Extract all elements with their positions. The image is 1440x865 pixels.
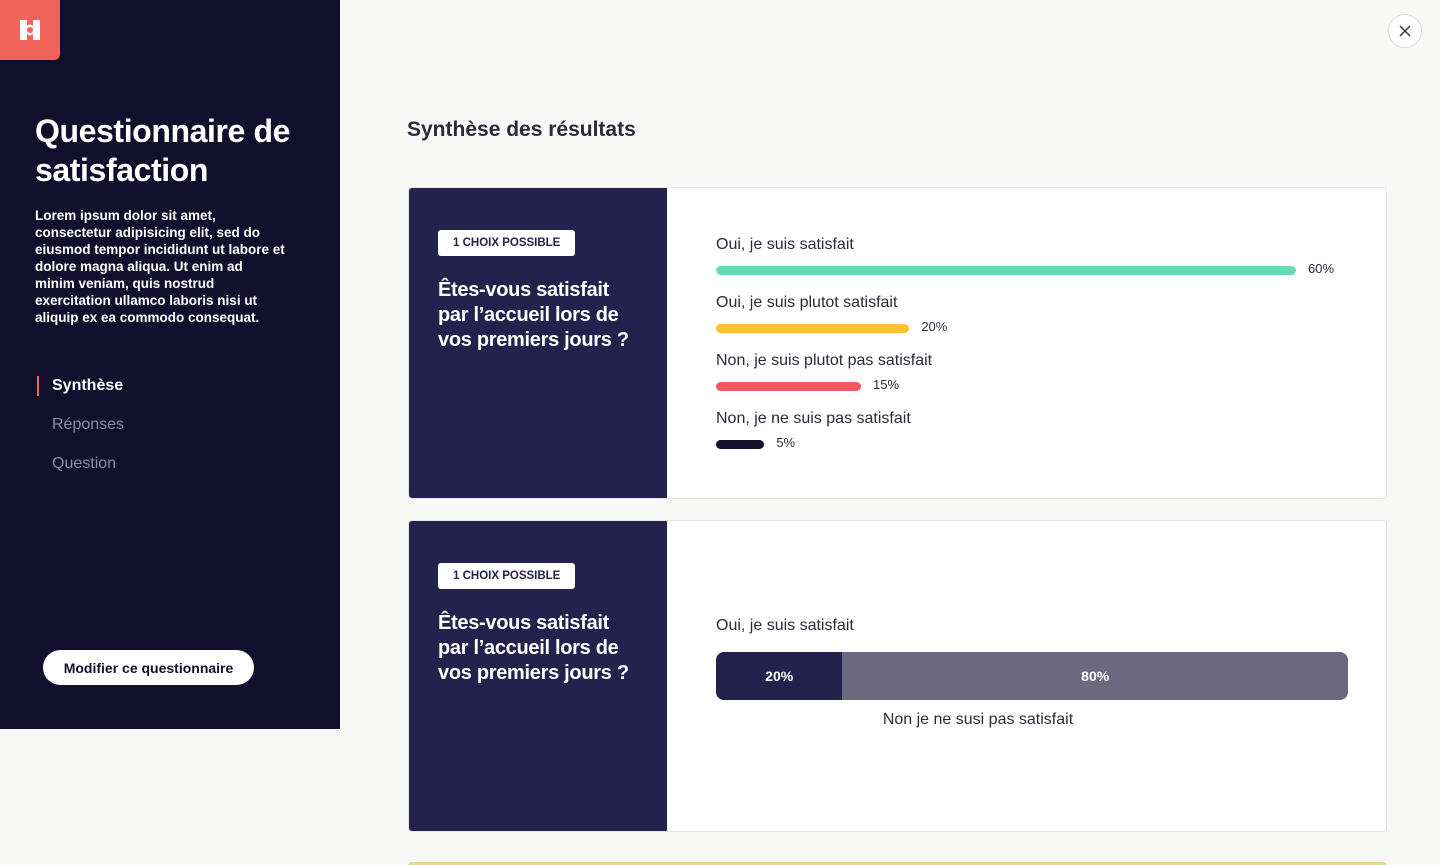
choice-badge: 1 CHOIX POSSIBLE <box>438 230 576 256</box>
answer-bar <box>716 266 1296 275</box>
answer-item: Oui, je suis satisfait 60% <box>716 236 1334 280</box>
page-title: Synthèse des résultats <box>407 118 636 141</box>
sidebar-item-question[interactable]: Question <box>52 455 117 472</box>
question-text: Êtes-vous satisfait par l’accueil lors d… <box>438 612 629 684</box>
split-bar: 20% 80% <box>716 652 1348 700</box>
question-text: Êtes-vous satisfait par l’accueil lors d… <box>438 279 629 351</box>
questionnaire-title: Questionnaire de satisfaction <box>35 113 290 188</box>
result-card-partial <box>408 862 1387 865</box>
logo-icon[interactable] <box>0 0 60 60</box>
answer-bar <box>716 324 910 333</box>
choice-badge: 1 CHOIX POSSIBLE <box>438 563 576 589</box>
answer-label: Oui, je suis satisfait <box>716 236 854 253</box>
modify-questionnaire-button[interactable]: Modifier ce questionnaire <box>43 650 254 685</box>
answer-percent: 20% <box>921 319 948 334</box>
questionnaire-description: Lorem ipsum dolor sit amet, consectetur … <box>35 208 285 325</box>
split-segment: 20% <box>716 652 843 700</box>
answer-label: Oui, je suis plutot satisfait <box>716 294 898 311</box>
answer-item: Non, je ne suis pas satisfait 5% <box>716 410 911 454</box>
answer-item: Oui, je suis plutot satisfait 20% <box>716 294 947 338</box>
sidebar-nav: Synthèse Réponses Question <box>35 370 124 487</box>
answer-bar <box>716 440 765 449</box>
split-segment: 80% <box>842 652 1348 700</box>
split-bottom-label: Non je ne susi pas satisfait <box>882 711 1074 728</box>
answer-label: Non, je ne suis pas satisfait <box>716 410 911 427</box>
split-top-label: Oui, je suis satisfait <box>716 617 854 634</box>
card-question-panel: 1 CHOIX POSSIBLE Êtes-vous satisfait par… <box>409 521 667 831</box>
answer-percent: 5% <box>776 435 796 450</box>
close-button[interactable] <box>1388 14 1422 48</box>
answer-label: Non, je suis plutot pas satisfait <box>716 352 933 369</box>
card-question-panel: 1 CHOIX POSSIBLE Êtes-vous satisfait par… <box>409 188 667 498</box>
sidebar: Questionnaire de satisfaction Lorem ipsu… <box>0 0 340 729</box>
answer-percent: 15% <box>873 377 900 392</box>
close-icon <box>1399 25 1411 37</box>
sidebar-item-reponses[interactable]: Réponses <box>52 416 125 433</box>
answer-item: Non, je suis plutot pas satisfait 15% <box>716 352 932 396</box>
answer-bar <box>716 382 861 391</box>
result-card-bars: 1 CHOIX POSSIBLE Êtes-vous satisfait par… <box>408 187 1387 499</box>
result-card-split: 1 CHOIX POSSIBLE Êtes-vous satisfait par… <box>408 520 1387 832</box>
answer-percent: 60% <box>1308 261 1335 276</box>
sidebar-item-synthese[interactable]: Synthèse <box>35 370 124 409</box>
